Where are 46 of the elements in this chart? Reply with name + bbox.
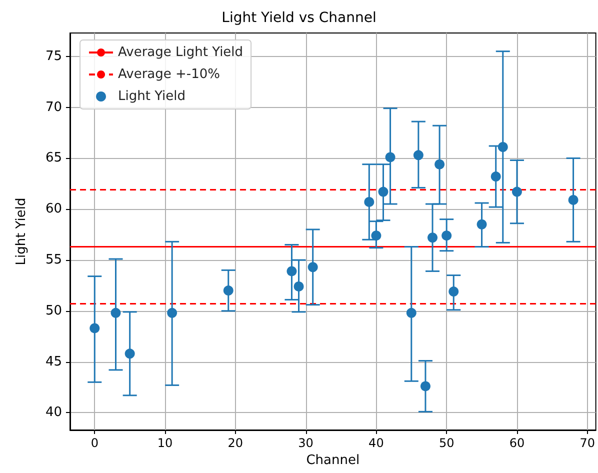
legend-label: Light Yield [118,89,186,104]
y-tick-label: 50 [45,303,62,318]
point [428,232,438,243]
point [308,262,318,272]
point [378,186,388,197]
x-axis-title: Channel [306,453,360,468]
x-tick-label: 70 [580,436,596,450]
x-tick-label: 30 [298,436,314,450]
point [124,348,135,359]
y-tick-label: 40 [45,405,62,420]
x-tick-label: 50 [438,436,454,450]
x-tick-label: 10 [157,436,173,450]
point [413,150,424,160]
point [385,152,396,162]
point [434,159,445,170]
point [90,323,100,334]
point [286,266,297,276]
point [364,196,374,207]
point [371,230,382,241]
point [490,172,501,182]
point [498,142,508,152]
point [442,230,452,241]
point [406,308,416,318]
legend-label: Average +-10% [118,67,220,82]
x-tick-label: 20 [228,436,244,450]
legend-label: Average Light Yield [118,45,244,60]
y-axis-title: Light Yield [14,198,29,266]
point [448,286,459,297]
x-tick-label: 40 [368,436,384,450]
y-tick-label: 60 [45,202,62,217]
point [512,186,522,197]
y-tick-label: 45 [45,354,62,370]
point [223,286,234,296]
point [167,308,178,318]
y-tick-label: 75 [45,48,62,64]
point [420,381,430,392]
point [476,219,487,230]
chart-title: Light Yield vs Channel [222,10,376,26]
y-tick-label: 70 [45,100,62,115]
x-tick-label: 60 [509,436,525,450]
point [110,308,121,318]
point [568,194,578,205]
y-tick-label: 55 [45,252,62,268]
y-tick-label: 65 [45,150,62,166]
point [294,281,304,292]
x-tick-label: 0 [90,436,98,450]
